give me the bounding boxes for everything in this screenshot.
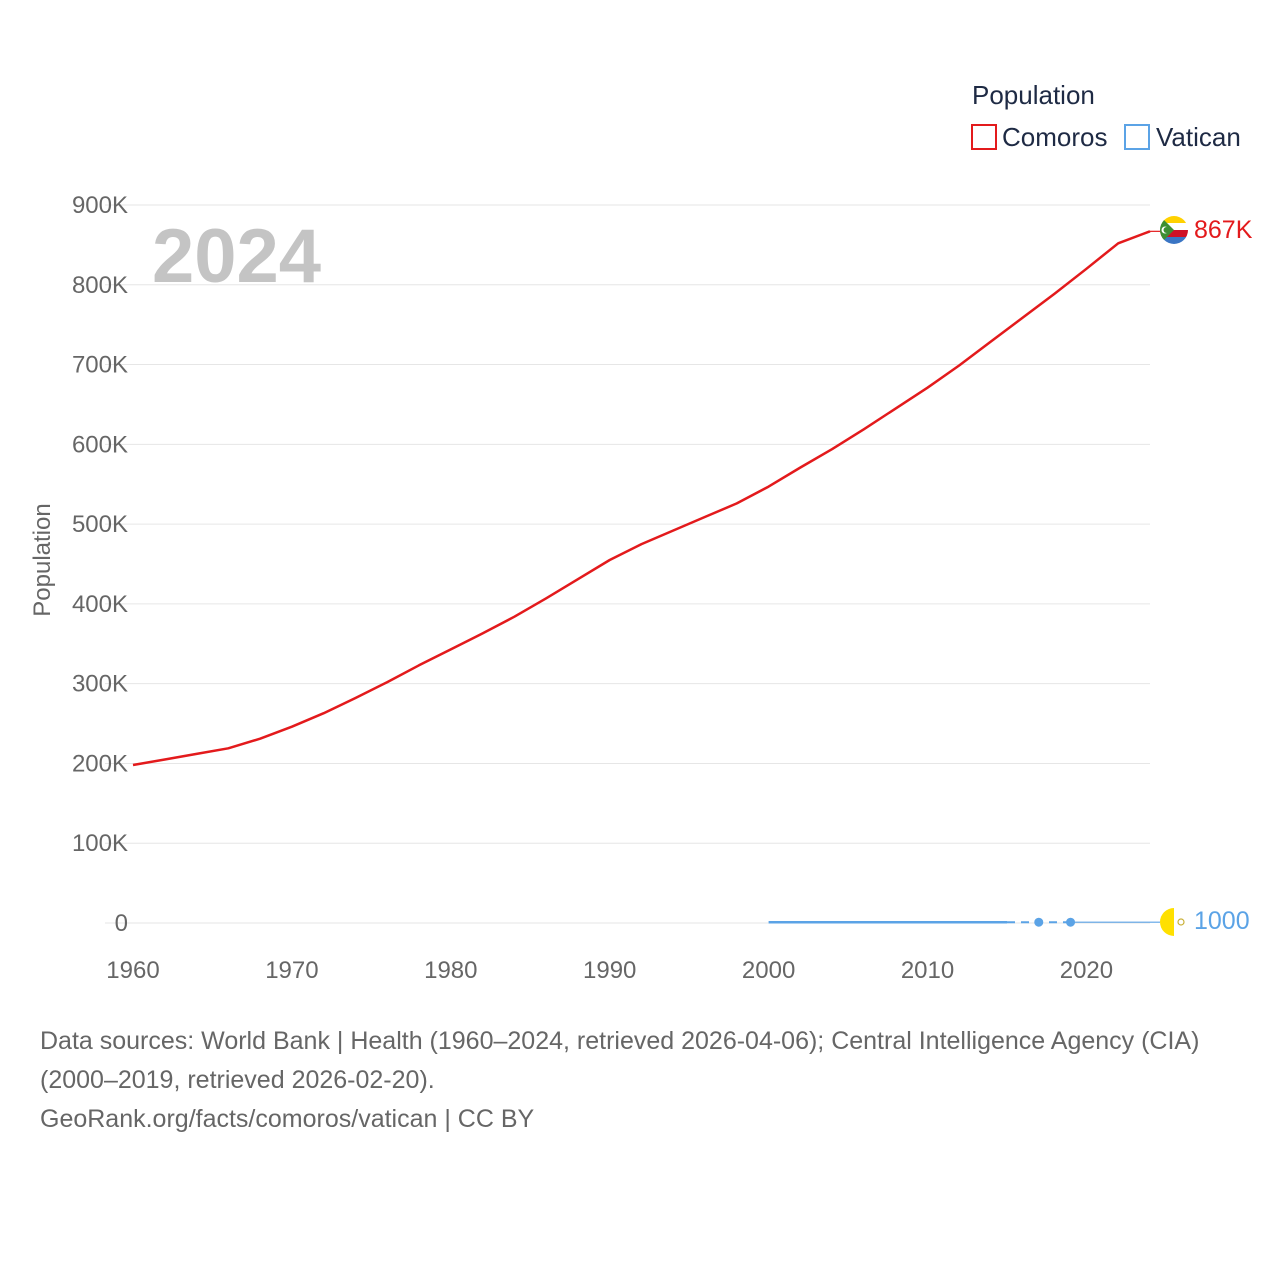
legend: Population Comoros Vatican (971, 80, 1241, 152)
y-tick-label: 100K (72, 830, 128, 857)
grid-lines (105, 204, 1150, 924)
legend-label-vatican: Vatican (1156, 122, 1241, 152)
legend-title: Population (972, 80, 1095, 110)
legend-swatch-vatican (1124, 124, 1150, 150)
population-chart: 0 100K 200K 300K 400K 500K 600K 700K 800K 900K 19… (29, 80, 1253, 984)
x-tick-label: 1980 (424, 957, 477, 984)
vatican-data-point[interactable] (1034, 917, 1044, 927)
year-label: 2024 (152, 214, 321, 299)
source-line-2: (2000–2019, retrieved 2026-02-20). (40, 1066, 435, 1094)
y-axis-ticks: 0 100K 200K 300K 400K 500K 600K 700K 800K 900K (72, 192, 128, 937)
x-tick-label: 2010 (901, 957, 954, 984)
x-tick-label: 1970 (265, 957, 318, 984)
legend-swatch-comoros (971, 124, 997, 150)
y-tick-label: 400K (72, 591, 128, 618)
comoros-end-label: 867K (1194, 216, 1253, 244)
y-tick-label: 500K (72, 511, 128, 538)
vatican-end-label: 1000 (1194, 907, 1250, 935)
source-attribution[interactable]: GeoRank.org/facts/comoros/vatican | CC B… (40, 1105, 535, 1133)
x-tick-label: 2000 (742, 957, 795, 984)
vatican-data-point[interactable] (1066, 917, 1076, 927)
legend-item-vatican[interactable]: Vatican (1124, 122, 1241, 152)
vatican-flag-icon (1160, 908, 1188, 936)
y-axis-title: Population (29, 503, 56, 616)
comoros-series-line[interactable] (132, 230, 1151, 767)
source-line-1: Data sources: World Bank | Health (1960–… (40, 1027, 1200, 1055)
data-source-note: Data sources: World Bank | Health (1960–… (40, 1022, 1250, 1139)
y-tick-label: 900K (72, 192, 128, 219)
y-tick-label: 200K (72, 750, 128, 777)
series-layer (132, 230, 1160, 927)
legend-label-comoros: Comoros (1002, 122, 1107, 152)
x-axis-ticks: 1960 1970 1980 1990 2000 2010 2020 (106, 957, 1113, 984)
y-tick-label: 0 (115, 910, 128, 937)
y-tick-label: 700K (72, 352, 128, 379)
y-tick-label: 300K (72, 671, 128, 698)
legend-item-comoros[interactable]: Comoros (971, 122, 1107, 152)
y-tick-label: 800K (72, 272, 128, 299)
y-tick-label: 600K (72, 431, 128, 458)
x-tick-label: 2020 (1060, 957, 1113, 984)
x-tick-label: 1960 (106, 957, 159, 984)
x-tick-label: 1990 (583, 957, 636, 984)
comoros-flag-icon (1160, 216, 1188, 244)
